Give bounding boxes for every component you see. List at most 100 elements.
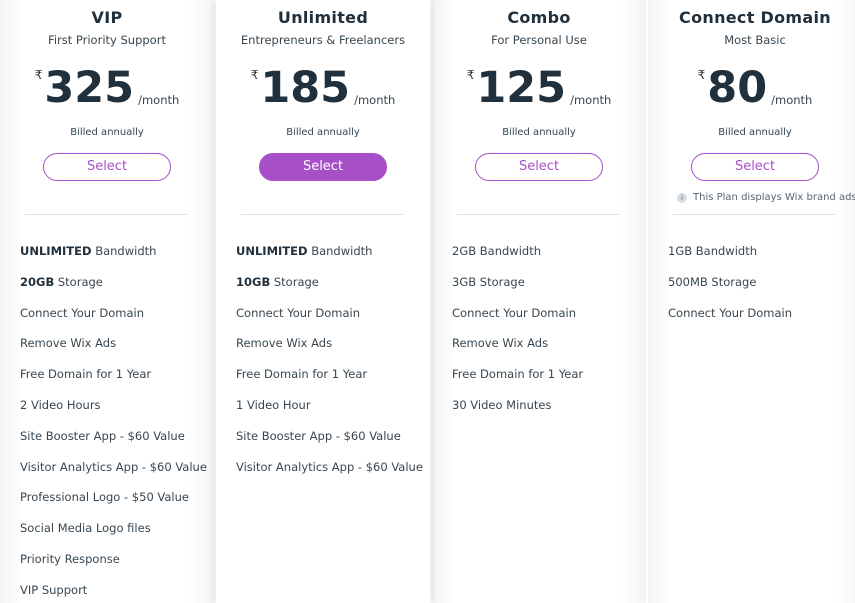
- price: ₹125/month: [432, 62, 646, 114]
- price-amount: 185: [260, 63, 351, 113]
- price-amount: 125: [476, 63, 567, 113]
- feature-text: Storage: [273, 274, 319, 289]
- price: ₹80/month: [648, 62, 855, 114]
- billing-note: Billed annually: [286, 127, 360, 138]
- feature: UNLIMITED Bandwidth: [236, 244, 372, 258]
- feature: Visitor Analytics App - $60 Value: [20, 460, 207, 474]
- feature-text: VIP Support: [20, 582, 88, 597]
- feature: 500MB Storage: [668, 275, 756, 289]
- feature-text: Free Domain for 1 Year: [236, 367, 368, 382]
- feature: Free Domain for 1 Year: [236, 367, 367, 381]
- feature: Site Booster App - $60 Value: [20, 429, 185, 443]
- plan-name: Connect Domain: [679, 8, 831, 27]
- feature-text: Social Media Logo files: [20, 521, 151, 536]
- feature: 2GB Bandwidth: [452, 244, 541, 258]
- feature: Visitor Analytics App - $60 Value: [236, 460, 423, 474]
- divider: [241, 214, 404, 215]
- feature-text: 30 Video Minutes: [452, 398, 552, 412]
- feature-strong: 20GB: [20, 274, 55, 289]
- feature-text: 2 Video Hours: [20, 398, 101, 412]
- feature: Connect Your Domain: [236, 306, 360, 320]
- plan-subtitle: For Personal Use: [491, 33, 587, 47]
- plan-subtitle: Most Basic: [724, 33, 786, 47]
- feature-text: Remove Wix Ads: [20, 336, 117, 351]
- feature-text: Free Domain for 1 Year: [452, 367, 584, 382]
- feature-text: Free Domain for 1 Year: [20, 367, 152, 382]
- currency: ₹: [34, 68, 43, 82]
- billing-note: Billed annually: [70, 127, 144, 138]
- feature: 20GB Storage: [20, 275, 103, 289]
- feature-strong: UNLIMITED: [236, 244, 308, 258]
- price-amount: 80: [707, 63, 768, 113]
- price: ₹325/month: [0, 62, 214, 114]
- plan-name: VIP: [91, 8, 123, 27]
- feature: Connect Your Domain: [20, 306, 144, 320]
- feature: VIP Support: [20, 583, 87, 597]
- feature: Professional Logo - $50 Value: [20, 490, 189, 504]
- note-text: This Plan displays Wix brand ads: [693, 192, 855, 203]
- divider: [457, 214, 620, 215]
- plan-note: i This Plan displays Wix brand ads: [677, 192, 855, 203]
- feature: 30 Video Minutes: [452, 398, 551, 412]
- feature: Remove Wix Ads: [20, 336, 116, 350]
- price-period: /month: [771, 93, 813, 107]
- feature: 1 Video Hour: [236, 398, 311, 412]
- billing-note: Billed annually: [502, 127, 576, 138]
- feature: Remove Wix Ads: [452, 336, 548, 350]
- feature: Site Booster App - $60 Value: [236, 429, 401, 443]
- price-period: /month: [570, 93, 612, 107]
- price: ₹185/month: [216, 62, 430, 114]
- feature-text: 3GB Storage: [452, 274, 525, 289]
- plan-subtitle: First Priority Support: [48, 33, 166, 47]
- currency: ₹: [697, 68, 706, 82]
- price-period: /month: [138, 93, 180, 107]
- feature-text: Connect Your Domain: [668, 305, 793, 320]
- currency: ₹: [250, 68, 259, 82]
- feature-text: Visitor Analytics App - $60 Value: [20, 459, 207, 474]
- feature-strong: UNLIMITED: [20, 244, 92, 258]
- plan-name: Unlimited: [277, 8, 369, 27]
- select-button[interactable]: Select: [259, 153, 387, 181]
- feature-text: Professional Logo - $50 Value: [20, 490, 189, 505]
- price-amount: 325: [44, 63, 135, 113]
- select-button[interactable]: Select: [475, 153, 603, 181]
- feature: UNLIMITED Bandwidth: [20, 244, 156, 258]
- feature-text: 2GB Bandwidth: [452, 244, 541, 258]
- price-period: /month: [354, 93, 396, 107]
- plan-card: Combo For Personal Use ₹125/month Billed an…: [432, 0, 646, 603]
- feature-text: Bandwidth: [95, 244, 157, 258]
- feature: 1GB Bandwidth: [668, 244, 757, 258]
- feature: 10GB Storage: [236, 275, 319, 289]
- divider: [25, 214, 188, 215]
- feature-text: Site Booster App - $60 Value: [20, 428, 185, 443]
- feature-text: Visitor Analytics App - $60 Value: [236, 459, 423, 474]
- feature: Social Media Logo files: [20, 521, 151, 535]
- select-button[interactable]: Select: [43, 153, 171, 181]
- feature: Free Domain for 1 Year: [452, 367, 583, 381]
- feature-text: Bandwidth: [311, 244, 373, 258]
- feature: Priority Response: [20, 552, 120, 566]
- feature-text: Connect Your Domain: [20, 305, 145, 320]
- feature: Connect Your Domain: [452, 306, 576, 320]
- feature-text: Connect Your Domain: [452, 305, 577, 320]
- select-button[interactable]: Select: [691, 153, 819, 181]
- feature-text: Storage: [57, 274, 103, 289]
- feature-text: 500MB Storage: [668, 274, 757, 289]
- feature-text: Remove Wix Ads: [452, 336, 549, 351]
- feature-text: Site Booster App - $60 Value: [236, 428, 401, 443]
- feature-text: Remove Wix Ads: [236, 336, 333, 351]
- feature-text: 1GB Bandwidth: [668, 244, 757, 258]
- currency: ₹: [466, 68, 475, 82]
- feature: Connect Your Domain: [668, 306, 792, 320]
- divider: [673, 214, 836, 215]
- feature-strong: 10GB: [236, 274, 271, 289]
- feature-text: 1 Video Hour: [236, 398, 311, 412]
- feature: 3GB Storage: [452, 275, 525, 289]
- feature-text: Connect Your Domain: [236, 305, 361, 320]
- feature: Free Domain for 1 Year: [20, 367, 151, 381]
- plan-card: Unlimited Entrepreneurs & Freelancers ₹185…: [216, 0, 430, 603]
- plan-subtitle: Entrepreneurs & Freelancers: [240, 33, 406, 47]
- plan-card: VIP First Priority Support ₹325/month Bille…: [0, 0, 214, 603]
- feature: 2 Video Hours: [20, 398, 101, 412]
